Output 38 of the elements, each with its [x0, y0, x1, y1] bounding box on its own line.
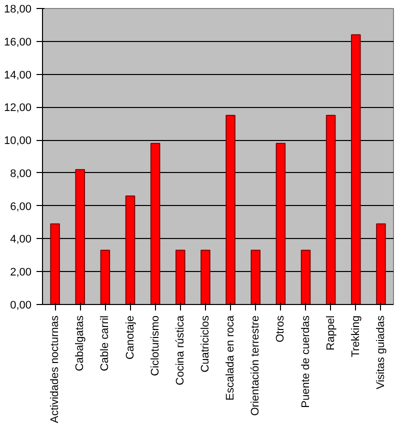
x-tick-label: Cuatriciclos [199, 315, 212, 372]
x-tick-label: Orientación terrestre [250, 315, 262, 416]
y-tick-label: 0,00 [10, 300, 32, 312]
x-tick-label: Trekking [350, 315, 362, 358]
bar [176, 250, 186, 304]
x-tick-label: Cicloturismo [149, 315, 162, 376]
y-tick-label: 2,00 [10, 266, 32, 279]
bar [351, 34, 361, 304]
bar [226, 114, 236, 304]
x-tick-label: Rappel [324, 316, 337, 350]
bar [50, 223, 60, 304]
x-tick-label: Canotaje [124, 315, 136, 360]
x-tick-label: Otros [274, 315, 287, 342]
y-tick-label: 12,00 [4, 102, 32, 114]
x-tick-label: Puente de cuerdas [300, 315, 312, 408]
bar [300, 250, 311, 304]
bar [75, 169, 85, 304]
x-tick-label: Cocina rústica [174, 314, 186, 386]
x-tick-label: Cabalgatas [74, 315, 86, 372]
x-tick-label: Escalada en roca [224, 314, 237, 400]
bar [326, 114, 336, 304]
bar [376, 223, 386, 304]
bar [100, 250, 110, 304]
y-tick-label: 14,00 [4, 69, 32, 82]
y-tick-label: 4,00 [10, 234, 32, 246]
bar [150, 142, 160, 304]
bar [250, 250, 260, 304]
x-tick-label: Visitas guiadas [374, 315, 387, 390]
y-tick-label: 18,00 [4, 4, 32, 16]
y-tick-label: 16,00 [4, 36, 32, 48]
y-tick-label: 8,00 [10, 168, 32, 180]
y-tick-label: 10,00 [4, 135, 32, 148]
bar [200, 250, 210, 304]
bar [276, 142, 286, 304]
x-tick-label: Cable carril [99, 315, 112, 372]
y-tick-label: 6,00 [10, 200, 32, 213]
x-tick-label: Actividades nocturnas [49, 315, 62, 424]
bar [125, 195, 136, 304]
